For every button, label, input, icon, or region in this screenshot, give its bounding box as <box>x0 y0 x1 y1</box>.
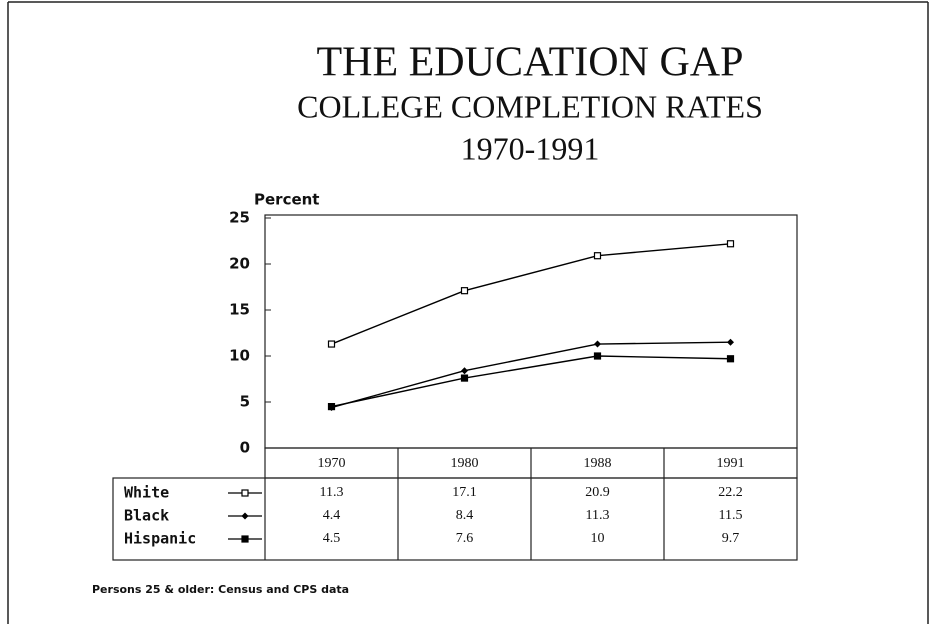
point <box>593 352 602 360</box>
y-axis-label: Percent <box>254 191 319 209</box>
point <box>726 355 735 363</box>
point <box>241 489 249 497</box>
x-tick-label: 1988 <box>584 456 612 471</box>
legend-label: Hispanic <box>124 530 196 548</box>
point <box>327 340 336 348</box>
y-tick-label: 10 <box>229 347 250 365</box>
point <box>726 240 735 248</box>
series-line <box>331 243 731 345</box>
y-tick-label: 15 <box>229 301 250 319</box>
y-tick-label: 20 <box>229 255 250 273</box>
table-cell: 22.2 <box>718 485 743 500</box>
point <box>594 340 601 348</box>
y-tick-label: 5 <box>240 393 250 411</box>
point <box>727 338 734 346</box>
table-cell: 10 <box>591 531 605 546</box>
plot-frame <box>264 214 798 449</box>
series-line <box>331 355 731 408</box>
point <box>593 252 602 260</box>
table-cell: 4.5 <box>323 531 341 546</box>
note: Persons 25 & older: Census and CPS data <box>92 583 349 596</box>
chart-title: THE EDUCATION GAP <box>317 40 744 86</box>
chart-subtitle: COLLEGE COMPLETION RATES <box>297 88 763 124</box>
table-cell: 7.6 <box>456 531 474 546</box>
point <box>460 287 469 295</box>
table-cell: 4.4 <box>323 508 341 523</box>
table-body <box>112 477 798 561</box>
table-cell: 17.1 <box>452 485 477 500</box>
table-cell: 11.3 <box>320 485 344 500</box>
point <box>461 367 468 375</box>
chart-period: 1970-1991 <box>461 130 600 166</box>
series-line <box>331 341 731 409</box>
table-cell: 9.7 <box>722 531 740 546</box>
point <box>327 403 336 411</box>
y-tick-label: 0 <box>240 439 250 457</box>
x-tick-label: 1991 <box>717 456 745 471</box>
x-tick-label: 1980 <box>451 456 479 471</box>
point <box>241 535 249 543</box>
y-tick-label: 25 <box>229 209 250 227</box>
point <box>460 374 469 382</box>
x-tick-label: 1970 <box>318 456 346 471</box>
table-cell: 8.4 <box>456 508 474 523</box>
table-cell: 11.3 <box>586 508 610 523</box>
point <box>241 512 249 520</box>
legend-label: Black <box>124 507 169 525</box>
legend-label: White <box>124 484 169 502</box>
table-cell: 20.9 <box>585 485 610 500</box>
table-cell: 11.5 <box>719 508 743 523</box>
